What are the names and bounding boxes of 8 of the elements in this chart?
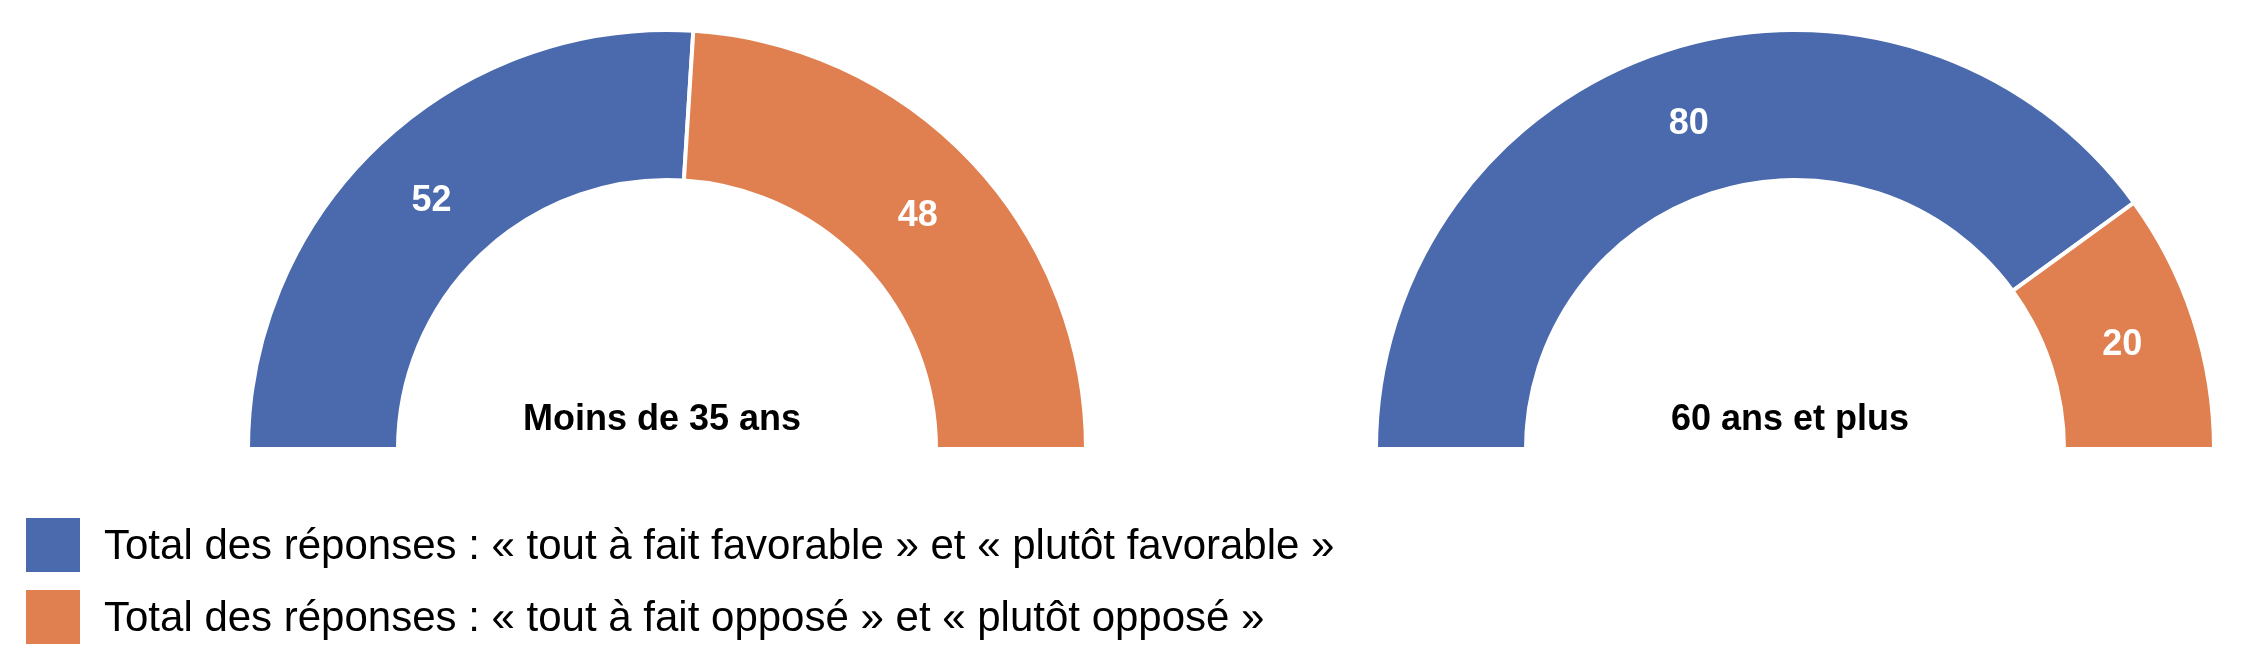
data-label: 48 [897,193,938,235]
text: 60 ans et plus [1670,397,1910,438]
legend-label: Total des réponses : « tout à fait favorable » et « plutôt favorable » [104,521,1335,569]
legend-label: Total des réponses : « tout à fait opposé » et « plutôt opposé » [104,593,1265,641]
text: Moins de 35 ans [522,397,802,438]
data-label: 20 [2102,322,2143,364]
data-label: 80 [1668,101,1709,143]
data-label: 52 [411,177,452,219]
